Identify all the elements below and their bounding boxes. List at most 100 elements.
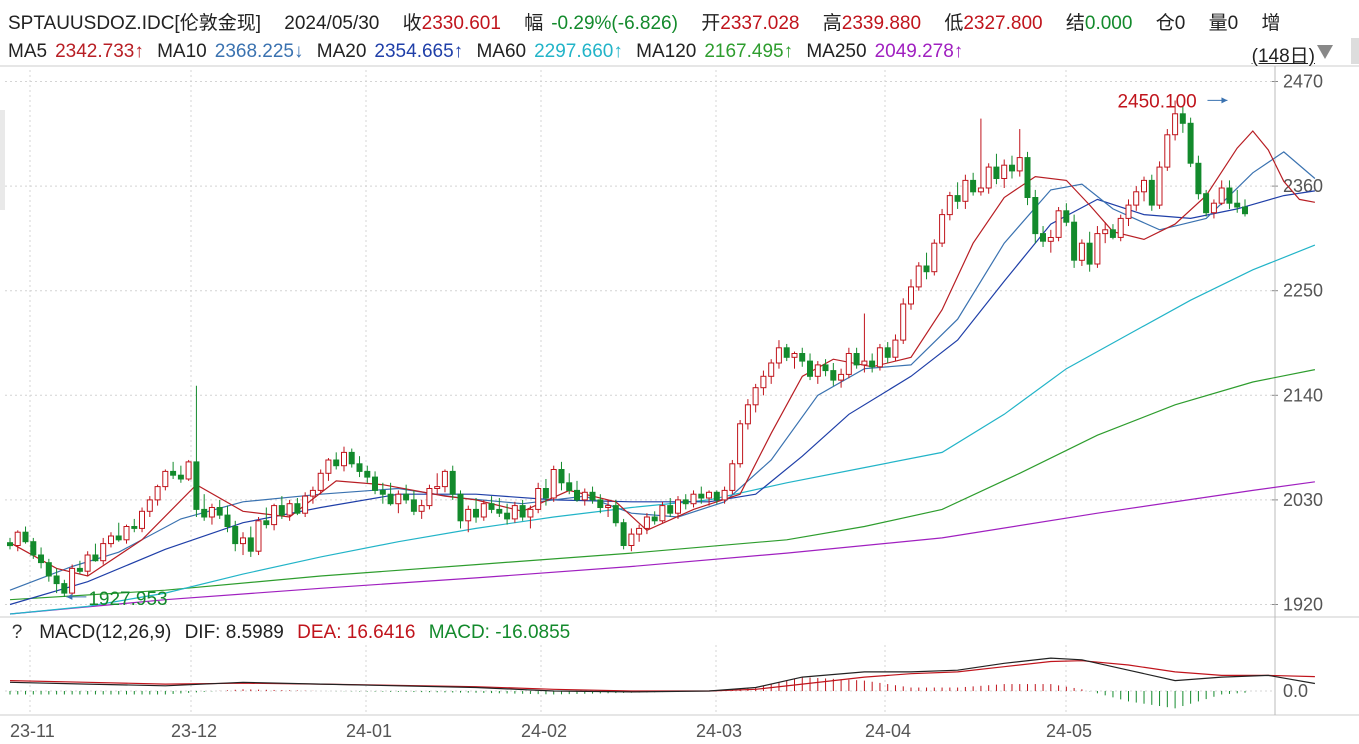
candle <box>441 470 448 488</box>
candle <box>364 470 371 478</box>
candle <box>100 543 107 562</box>
x-tick-label: 24-02 <box>521 721 567 741</box>
open-label: 开 <box>701 13 721 34</box>
candle <box>76 567 83 572</box>
candle <box>348 451 355 465</box>
candle <box>177 474 184 480</box>
low-annotation: 1927.953 <box>88 589 167 610</box>
candle <box>38 554 44 564</box>
candle <box>636 527 643 535</box>
candle <box>1195 162 1202 195</box>
candle <box>799 353 806 362</box>
low-value: 2327.800 <box>963 13 1043 34</box>
candle <box>294 503 301 514</box>
candle <box>1172 113 1179 136</box>
candle <box>970 179 977 193</box>
candle <box>845 353 852 375</box>
candle <box>1094 233 1101 265</box>
scrollbar[interactable] <box>1351 38 1359 64</box>
candle <box>379 489 386 495</box>
macd-params: MACD(12,26,9) <box>39 622 172 643</box>
candle <box>1024 157 1031 199</box>
candle <box>558 469 565 484</box>
candle <box>535 488 542 510</box>
ma10-line <box>9 151 1316 591</box>
candle <box>861 360 868 366</box>
candle <box>954 195 961 202</box>
candle <box>1125 204 1132 219</box>
candle <box>22 531 29 543</box>
period-days-button[interactable]: (148日) <box>1251 46 1315 67</box>
candle <box>162 470 169 488</box>
candle <box>651 516 658 522</box>
ma120-value: 2167.495↑ <box>704 41 794 62</box>
candle <box>721 489 728 501</box>
quote-header: SPTAUUSDOZ.IDC[伦敦金现] 2024/05/30 收2330.60… <box>8 8 1280 35</box>
candle <box>1187 122 1194 164</box>
candle <box>1218 187 1225 204</box>
candle <box>1040 233 1046 242</box>
candle <box>713 491 720 501</box>
candle <box>597 499 604 508</box>
candle <box>698 493 705 499</box>
y-tick-label: 2250 <box>1283 281 1323 301</box>
ma250-label: MA250 <box>806 41 867 62</box>
high-value: 2339.880 <box>841 13 922 34</box>
ma60-label: MA60 <box>476 41 527 62</box>
low-label: 低 <box>944 13 964 34</box>
dif-value: DIF: 8.5989 <box>184 622 284 643</box>
candle <box>946 195 953 216</box>
candle <box>395 493 402 505</box>
candle <box>690 493 697 505</box>
increase-label: 增 <box>1261 13 1281 34</box>
candle <box>876 347 883 368</box>
quote-date: 2024/05/30 <box>284 13 380 34</box>
candle <box>1016 157 1023 172</box>
y-tick-label: 2030 <box>1283 490 1323 510</box>
candle <box>1242 206 1248 215</box>
x-tick-label: 23-12 <box>171 721 217 741</box>
candle <box>783 347 790 358</box>
candle <box>667 505 674 514</box>
candle <box>309 489 316 497</box>
candle <box>232 526 239 545</box>
candle <box>838 373 845 381</box>
candle <box>830 370 837 381</box>
close-label: 收 <box>402 13 422 34</box>
candle <box>682 499 689 505</box>
candle <box>84 554 91 572</box>
candle <box>465 508 472 522</box>
ma60-line <box>9 244 1316 615</box>
candle <box>1055 210 1062 238</box>
candle <box>807 360 813 377</box>
candle <box>333 459 340 467</box>
candle <box>628 533 635 546</box>
candle <box>892 339 899 358</box>
candle <box>240 537 246 545</box>
candle <box>752 387 759 406</box>
candle <box>504 512 511 520</box>
x-tick-label: 24-05 <box>1046 721 1092 741</box>
dropdown-triangle-icon[interactable] <box>1317 45 1333 59</box>
candle <box>193 461 200 510</box>
candle <box>139 510 145 529</box>
candle <box>1133 191 1140 206</box>
candle <box>418 505 425 512</box>
symbol-title: SPTAUUSDOZ.IDC[伦敦金现] <box>8 13 261 34</box>
candle <box>1071 221 1078 261</box>
candle <box>317 472 324 491</box>
close-value: 2330.601 <box>421 13 501 34</box>
help-icon[interactable]: ? <box>11 622 23 643</box>
candle <box>737 423 744 465</box>
x-tick-label: 23-11 <box>10 721 55 741</box>
candle <box>480 503 487 518</box>
candle <box>30 541 37 556</box>
candle <box>108 535 114 545</box>
candle <box>985 166 992 189</box>
ma20-value: 2354.665↑ <box>374 41 464 62</box>
left-scroll-handle[interactable] <box>0 110 5 210</box>
candle <box>744 404 751 425</box>
candle <box>993 166 1000 180</box>
candle <box>410 499 417 512</box>
